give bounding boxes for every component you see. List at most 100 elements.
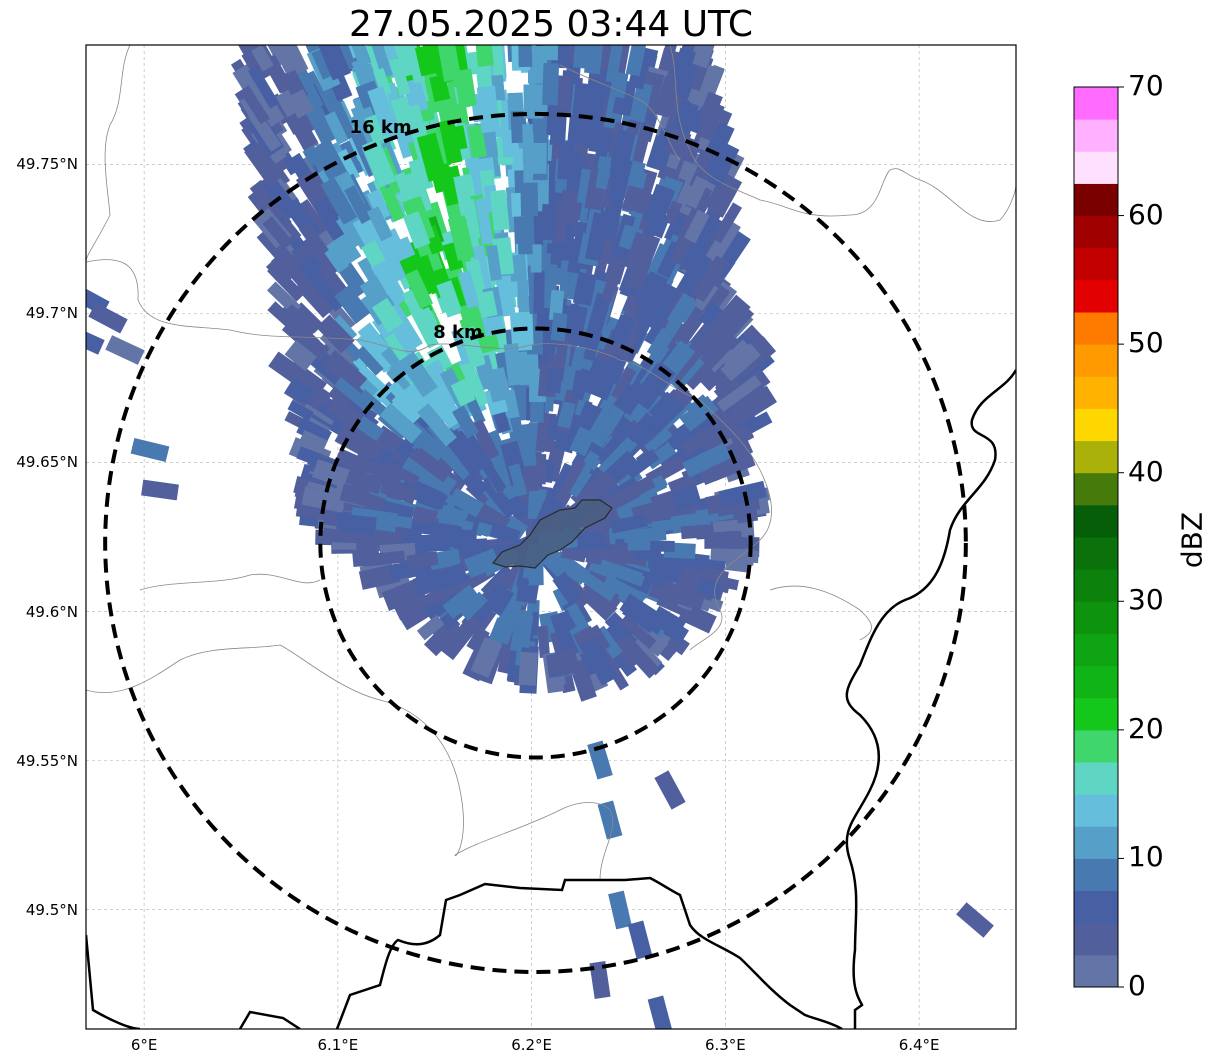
echo-cell (548, 289, 565, 321)
echo-cell (316, 314, 355, 354)
echo-cell (369, 255, 401, 296)
echo-cell (463, 548, 501, 578)
echo-cell (593, 353, 626, 401)
echo-cell (571, 531, 605, 550)
echo-cell (324, 111, 349, 145)
echo-cell (518, 651, 538, 686)
echo-cell (584, 212, 610, 262)
echo-cell (571, 82, 591, 126)
echo-cell (550, 610, 580, 651)
echo-cell (687, 216, 722, 263)
echo-cell (727, 385, 777, 427)
echo-cell (447, 615, 481, 653)
echo-cell (611, 71, 629, 99)
map-title: 27.05.2025 03:44 UTC (348, 4, 754, 45)
lat-tick-label: 49.5°N (25, 900, 78, 919)
echo-cell (682, 442, 731, 478)
echo-cell (533, 270, 545, 314)
echo-cell (305, 105, 338, 146)
echo-cell (683, 209, 710, 244)
echo-cell (241, 48, 269, 83)
echo-cell (705, 219, 741, 265)
echo-cell (262, 216, 293, 249)
echo-cell (376, 499, 415, 520)
echo-cell (540, 203, 557, 241)
echo-cell (345, 468, 384, 495)
echo-cell (956, 902, 994, 938)
echo-cell (710, 548, 759, 564)
echo-cell (471, 245, 493, 293)
echo-cell (436, 280, 463, 318)
echo-cell (485, 244, 502, 282)
echo-cell (676, 251, 712, 297)
echo-cell (452, 405, 479, 439)
echo-cell (367, 45, 393, 79)
echo-cell (286, 320, 330, 362)
echo-cell (414, 45, 437, 77)
echo-cell (672, 99, 700, 135)
echo-cell (705, 147, 730, 178)
echo-cell (472, 447, 507, 493)
echo-cell (716, 375, 762, 413)
echo-cell (459, 591, 489, 621)
echo-cell (698, 301, 724, 329)
lat-tick-label: 49.65°N (16, 453, 78, 472)
echo-cell (286, 88, 315, 119)
echo-cell (644, 427, 673, 454)
echo-cell (512, 612, 534, 649)
range-ring (103, 111, 968, 975)
echo-cell (416, 614, 445, 641)
echo-cell (398, 351, 438, 398)
echo-cell (317, 45, 351, 81)
echo-cell (459, 325, 486, 368)
echo-cell (485, 367, 511, 403)
echo-cell (362, 550, 406, 567)
echo-cell (442, 584, 480, 620)
echo-cell (654, 75, 680, 118)
echo-cell (416, 132, 448, 182)
echo-cell (480, 477, 518, 519)
echo-cell (284, 340, 317, 372)
echo-cell (331, 232, 362, 266)
echo-cell (550, 312, 568, 342)
echo-cell (680, 523, 721, 540)
echo-cell (366, 188, 391, 221)
echo-cell (612, 633, 646, 669)
echo-cell (339, 483, 371, 507)
plot-frame (85, 44, 1017, 1030)
echo-cell (549, 628, 581, 677)
echo-cell (572, 45, 595, 70)
echo-cell (462, 198, 482, 240)
echo-cell (326, 339, 358, 371)
echo-cell (404, 269, 434, 310)
echo-cell (529, 142, 547, 174)
echo-cell (408, 157, 434, 192)
echo-cell (426, 383, 465, 429)
echo-cell (671, 485, 702, 512)
echo-cell (275, 89, 300, 118)
echo-cell (628, 81, 653, 123)
echo-cell (711, 202, 743, 244)
colorbar-tick-label: 10 (1128, 840, 1164, 874)
echo-cell (486, 585, 515, 616)
echo-cell (445, 429, 489, 477)
echo-cell (634, 270, 668, 314)
echo-cell (356, 333, 392, 373)
echo-cell (364, 112, 391, 145)
echo-cell (248, 109, 282, 152)
echo-cell (267, 263, 305, 302)
echo-cell (457, 539, 486, 555)
echo-cell (698, 64, 725, 110)
echo-cell (342, 514, 377, 536)
echo-cell (556, 75, 572, 113)
echo-cell (610, 366, 637, 401)
echo-cell (573, 566, 617, 602)
echo-cell (654, 770, 686, 810)
colorbar-tick-label: 20 (1128, 711, 1164, 745)
range-ring-label: 16 km (350, 117, 412, 138)
echo-cell (691, 255, 730, 303)
echo-cell (523, 84, 544, 119)
echo-cell (545, 367, 563, 394)
echo-cell (88, 302, 128, 334)
